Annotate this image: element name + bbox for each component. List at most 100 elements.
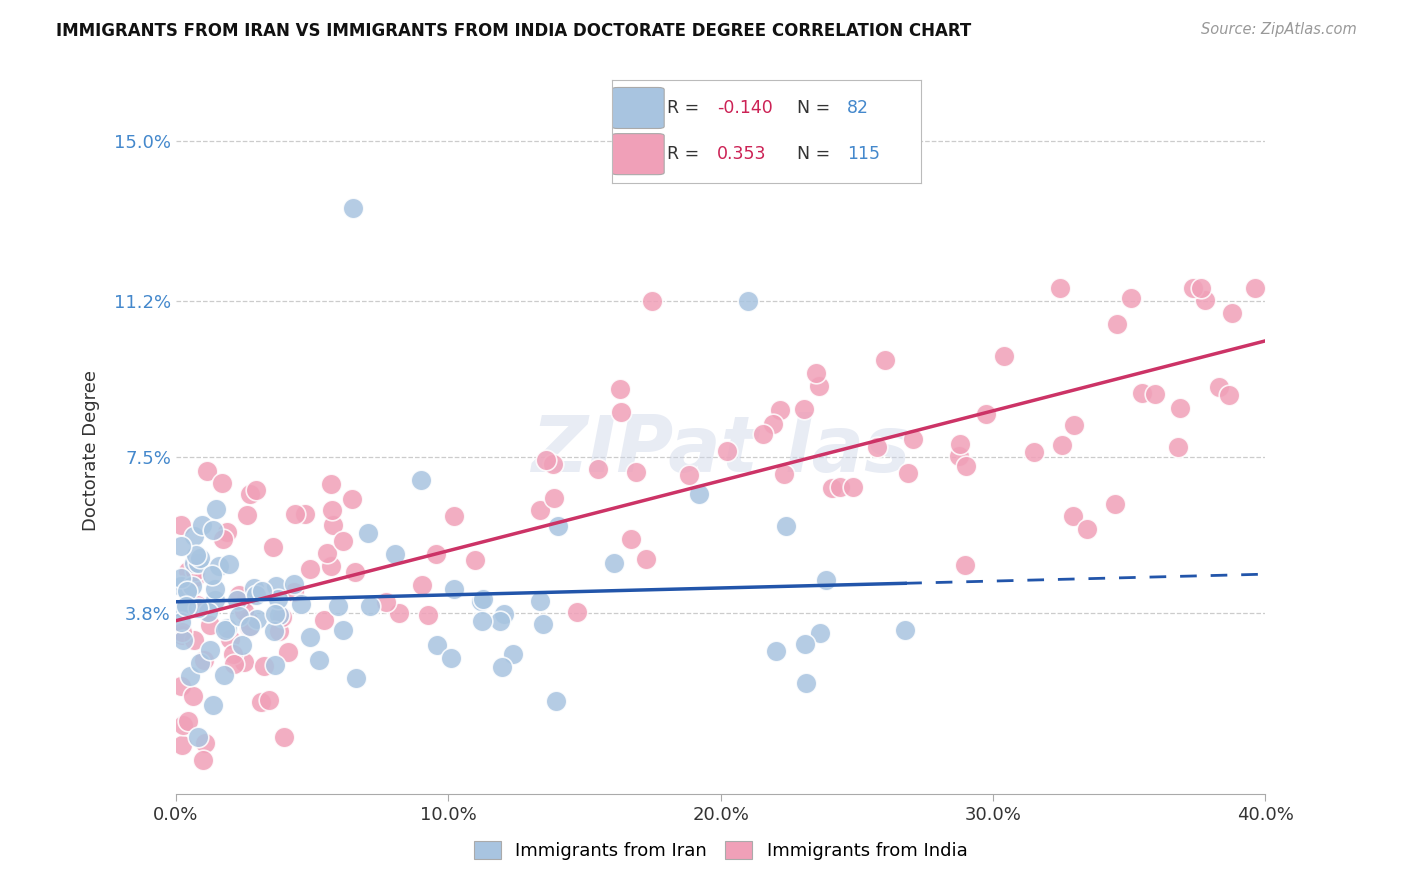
Point [1167, 441, 1189, 455]
Point [308, 653, 330, 667]
Point [603, 556, 626, 570]
Point [188, 551, 211, 566]
Point [183, 633, 205, 648]
Point [775, 519, 797, 533]
Point [226, 592, 249, 607]
Point [273, 730, 295, 744]
Point [197, 606, 219, 620]
Point [1189, 281, 1212, 295]
Point [190, 518, 212, 533]
Point [211, 476, 233, 491]
Point [901, 432, 924, 446]
Point [257, 693, 280, 707]
Point [332, 623, 354, 637]
Point [1220, 306, 1243, 320]
Point [186, 598, 208, 612]
Point [184, 565, 207, 579]
Point [842, 480, 865, 494]
Text: -0.140: -0.140 [717, 99, 772, 117]
Point [1244, 281, 1267, 295]
Point [249, 695, 271, 709]
Text: N =: N = [797, 99, 837, 117]
Point [170, 518, 193, 533]
Point [170, 615, 193, 629]
Point [443, 582, 465, 596]
Point [205, 502, 228, 516]
Point [224, 657, 246, 671]
Point [266, 592, 288, 607]
Point [875, 353, 897, 368]
Point [565, 605, 588, 619]
Point [470, 594, 492, 608]
Point [172, 601, 194, 615]
Point [188, 657, 211, 671]
Point [201, 567, 224, 582]
Point [170, 571, 193, 585]
Text: N =: N = [797, 145, 837, 163]
Point [236, 613, 259, 627]
Point [193, 653, 215, 667]
Point [298, 630, 321, 644]
Point [179, 669, 201, 683]
Point [328, 599, 350, 613]
Text: Source: ZipAtlas.com: Source: ZipAtlas.com [1201, 22, 1357, 37]
Point [1022, 444, 1045, 458]
Point [609, 405, 631, 419]
Point [316, 546, 339, 560]
Point [172, 718, 194, 732]
Point [1121, 291, 1143, 305]
Point [245, 589, 267, 603]
Point [183, 556, 205, 570]
Point [737, 293, 759, 308]
FancyBboxPatch shape [612, 87, 664, 128]
Point [264, 657, 287, 672]
Point [689, 486, 711, 500]
Point [264, 607, 287, 621]
Point [319, 559, 342, 574]
Point [263, 624, 285, 638]
Point [170, 579, 193, 593]
Point [245, 483, 267, 497]
Point [342, 201, 364, 215]
Point [218, 558, 240, 572]
Text: 82: 82 [846, 99, 869, 117]
Y-axis label: Doctorate Degree: Doctorate Degree [82, 370, 100, 531]
Point [183, 529, 205, 543]
Point [222, 647, 245, 661]
Point [492, 607, 515, 621]
Point [1063, 417, 1085, 432]
Point [543, 457, 565, 471]
Point [641, 293, 664, 308]
Point [294, 507, 316, 521]
Point [204, 582, 226, 597]
Point [172, 625, 194, 640]
Point [181, 579, 204, 593]
Point [752, 427, 775, 442]
Point [1208, 380, 1230, 394]
Point [238, 620, 260, 634]
Point [1143, 387, 1166, 401]
Point [443, 509, 465, 524]
Legend: Immigrants from Iran, Immigrants from India: Immigrants from Iran, Immigrants from In… [467, 833, 974, 867]
Point [1107, 317, 1129, 331]
Point [233, 655, 256, 669]
Text: R =: R = [668, 99, 704, 117]
Point [202, 523, 225, 537]
Point [344, 671, 367, 685]
Point [808, 626, 831, 640]
Point [678, 467, 700, 482]
Point [374, 594, 396, 608]
Point [536, 453, 558, 467]
Point [232, 604, 254, 618]
Point [814, 574, 837, 588]
Point [194, 735, 217, 749]
Point [866, 440, 889, 454]
Point [243, 581, 266, 595]
Point [793, 401, 815, 416]
Point [204, 592, 226, 607]
Point [212, 532, 235, 546]
Point [897, 466, 920, 480]
Point [955, 458, 977, 473]
Point [359, 599, 381, 613]
Point [529, 502, 551, 516]
